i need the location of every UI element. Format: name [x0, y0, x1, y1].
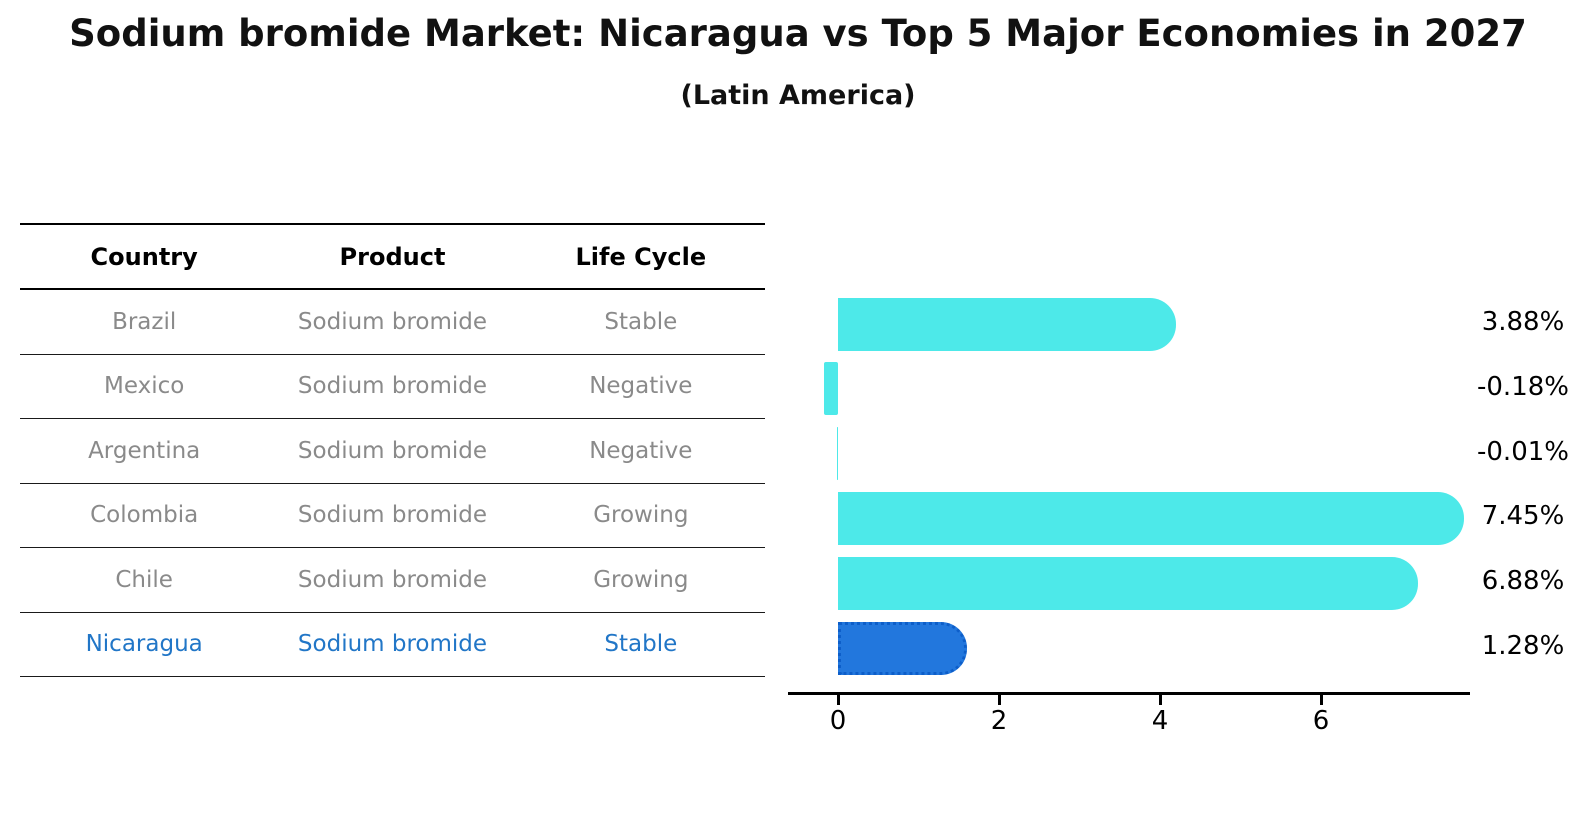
cell-product: Sodium bromide	[297, 308, 488, 335]
value-label-brazil: 3.88%	[1481, 307, 1565, 337]
x-axis-tick-label-6: 6	[1312, 706, 1330, 736]
cell-life-cycle: Negative	[589, 437, 693, 464]
bar-chile	[838, 556, 1418, 610]
x-axis-tick-4	[1158, 695, 1162, 705]
cell-country: Colombia	[90, 502, 199, 529]
table-header-row: Country Product Life Cycle	[20, 225, 765, 290]
table-row-colombia: Colombia Sodium bromide Growing	[20, 484, 765, 548]
cell-life-cycle: Growing	[593, 502, 689, 529]
chart-subtitle: (Latin America)	[680, 80, 916, 111]
table-row-chile: Chile Sodium bromide Growing	[20, 548, 765, 613]
cell-country: Nicaragua	[85, 631, 203, 658]
table-body: Brazil Sodium bromide Stable Mexico Sodium b…	[20, 290, 765, 677]
cell-country: Chile	[115, 566, 173, 593]
table-row-argentina: Argentina Sodium bromide Negative	[20, 419, 765, 484]
value-label-nicaragua: 1.28%	[1481, 631, 1565, 661]
column-header-product: Product	[339, 242, 446, 271]
value-label-chile: 6.88%	[1481, 566, 1565, 597]
comparison-table: Country Product Life Cycle Brazil Sodium …	[20, 223, 765, 677]
cell-product: Sodium bromide	[297, 502, 488, 529]
cell-country: Argentina	[88, 437, 201, 464]
cell-product: Sodium bromide	[297, 566, 488, 593]
bar-colombia	[838, 491, 1464, 545]
cell-life-cycle: Growing	[593, 566, 689, 593]
value-label-mexico: -0.18%	[1477, 371, 1569, 402]
cell-life-cycle: Stable	[604, 631, 678, 658]
x-axis-tick-label-4: 4	[1151, 706, 1169, 736]
table-row-nicaragua: Nicaragua Sodium bromide Stable	[20, 613, 765, 677]
x-axis-tick-label-2: 2	[990, 706, 1008, 736]
bar-argentina	[836, 427, 838, 481]
cell-country: Brazil	[112, 308, 177, 335]
cell-country: Mexico	[104, 373, 185, 400]
column-header-life-cycle: Life Cycle	[575, 242, 707, 271]
cell-life-cycle: Negative	[589, 373, 693, 400]
bar-nicaragua	[838, 621, 968, 675]
value-label-argentina: -0.01%	[1477, 436, 1569, 467]
bar-mexico	[823, 362, 838, 416]
bar-brazil	[838, 297, 1177, 351]
chart-title: Sodium bromide Market: Nicaragua vs Top …	[69, 12, 1527, 55]
x-axis-line	[788, 692, 1470, 695]
x-axis-tick-6	[1319, 695, 1323, 705]
cell-product: Sodium bromide	[297, 373, 488, 400]
cell-product: Sodium bromide	[297, 437, 488, 464]
column-header-country: Country	[90, 242, 198, 271]
cell-life-cycle: Stable	[604, 308, 678, 335]
table-row-brazil: Brazil Sodium bromide Stable	[20, 290, 765, 355]
x-axis-tick-0	[836, 695, 840, 705]
x-axis-tick-label-0: 0	[829, 706, 847, 736]
cell-product: Sodium bromide	[297, 631, 488, 658]
table-row-mexico: Mexico Sodium bromide Negative	[20, 355, 765, 419]
value-label-colombia: 7.45%	[1481, 501, 1565, 532]
x-axis-tick-2	[997, 695, 1001, 705]
